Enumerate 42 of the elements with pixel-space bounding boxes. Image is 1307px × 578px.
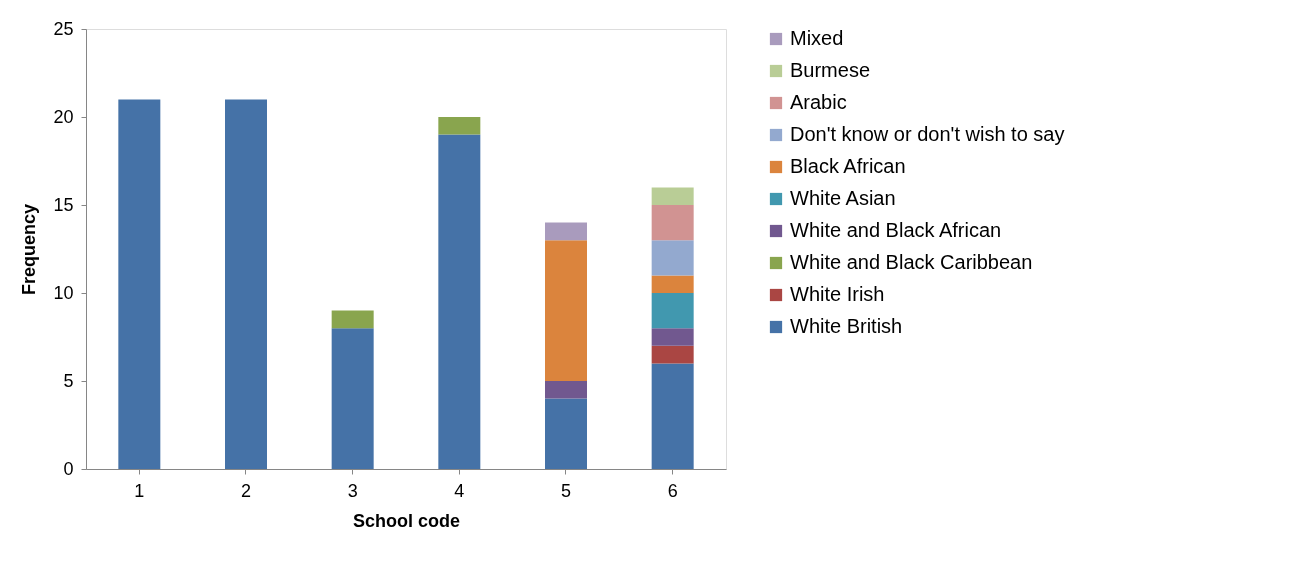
x-tick-label: 3 [347,480,358,501]
legend-label: Don't know or don't wish to say [790,123,1065,145]
bar [331,310,374,329]
x-tick-label: 4 [454,480,465,501]
legend-label: White and Black Caribbean [790,251,1033,273]
legend-label: White Asian [790,187,896,209]
bar [651,187,694,205]
bar [545,381,587,399]
bar [651,363,694,469]
bar [651,240,694,276]
x-tick-label: 1 [134,480,145,501]
x-tick-label: 6 [667,480,678,501]
y-tick-label: 0 [63,458,74,479]
legend-label: White British [790,315,903,337]
x-tick-label: 5 [560,480,572,501]
bar [438,134,481,469]
legend-label: White Irish [790,283,885,305]
bar [331,328,374,469]
bar [651,293,694,329]
y-axis-title: Frequency [19,203,40,296]
x-tick-label: 2 [240,480,252,501]
legend-label: Burmese [790,59,871,81]
legend-label: Arabic [790,91,847,113]
bar [545,240,587,381]
bar [651,275,694,293]
y-tick-label: 25 [53,18,74,39]
bar [545,222,587,241]
legend-label: Mixed [790,27,844,49]
x-axis-title: School code [352,510,461,531]
bar [118,99,161,469]
bar [651,205,694,241]
bar [545,398,587,469]
legend-label: Black African [790,155,906,177]
bar [651,345,694,364]
legend-label: White and Black African [790,219,1002,241]
bar [225,99,267,469]
bar [438,117,481,135]
bar [651,328,694,346]
y-tick-label: 5 [63,370,74,391]
y-tick-label: 15 [53,194,74,215]
y-tick-label: 10 [53,282,74,303]
y-tick-label: 20 [53,106,74,127]
